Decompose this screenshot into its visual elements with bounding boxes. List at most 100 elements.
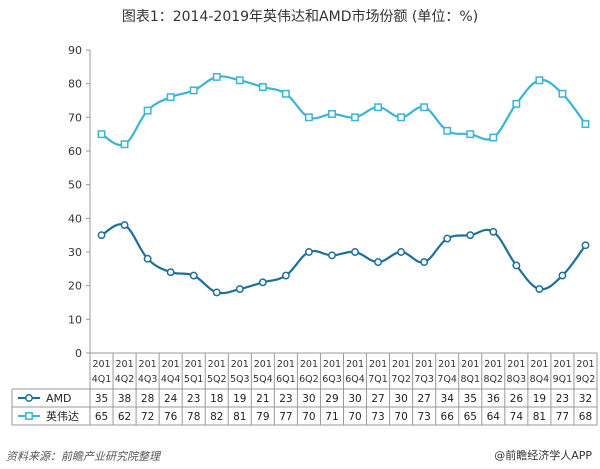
x-category-label: 201 bbox=[185, 359, 203, 370]
data-point bbox=[281, 271, 290, 280]
data-point bbox=[304, 248, 313, 256]
x-category-label: 9Q1 bbox=[553, 374, 573, 385]
legend-label: 英伟达 bbox=[46, 409, 79, 423]
brand-note: @前瞻经济学人APP bbox=[494, 449, 592, 462]
table-value-cell: 81 bbox=[233, 411, 246, 423]
data-point bbox=[212, 288, 221, 297]
table-value-cell: 26 bbox=[510, 393, 524, 405]
data-point bbox=[143, 106, 152, 115]
y-tick-label: 50 bbox=[68, 179, 82, 192]
x-category-label: 201 bbox=[277, 359, 295, 370]
data-point bbox=[420, 103, 429, 112]
x-category-label: 201 bbox=[530, 359, 548, 370]
table-value-cell: 76 bbox=[164, 411, 178, 423]
table-value-cell: 23 bbox=[556, 393, 569, 405]
table-value-cell: 78 bbox=[187, 411, 200, 423]
y-tick-label: 40 bbox=[68, 212, 82, 225]
axes: 0 10 20 30 40 50 60 70 80 90 bbox=[68, 44, 597, 360]
data-point bbox=[258, 83, 267, 91]
data-point bbox=[443, 234, 452, 243]
legend-key-marker bbox=[25, 412, 33, 420]
table-value-cell: 81 bbox=[533, 411, 546, 423]
table-value-cell: 79 bbox=[256, 411, 269, 423]
y-tick-label: 30 bbox=[68, 246, 82, 259]
data-point bbox=[420, 258, 429, 267]
y-tick-label: 20 bbox=[68, 280, 82, 293]
table-value-cell: 66 bbox=[441, 411, 455, 423]
data-point bbox=[351, 113, 359, 122]
table-value-cell: 27 bbox=[417, 393, 430, 405]
x-category-label: 8Q4 bbox=[530, 374, 550, 385]
y-tick-label: 90 bbox=[68, 44, 82, 57]
table-value-cell: 77 bbox=[556, 411, 569, 423]
x-category-label: 8Q2 bbox=[484, 374, 504, 385]
table-value-cell: 30 bbox=[394, 393, 407, 405]
x-category-label: 7Q1 bbox=[368, 374, 388, 385]
table-value-cell: 65 bbox=[464, 411, 477, 423]
data-point bbox=[489, 227, 498, 236]
data-point bbox=[535, 285, 544, 293]
data-point bbox=[281, 89, 290, 98]
x-category-label: 201 bbox=[254, 359, 272, 370]
x-category-label: 201 bbox=[231, 359, 249, 370]
table-value-cell: 35 bbox=[464, 393, 477, 405]
x-category-label: 201 bbox=[576, 359, 594, 370]
x-category-label: 201 bbox=[300, 359, 318, 370]
x-category-label: 6Q2 bbox=[299, 374, 319, 385]
source-note: 资料来源：前瞻产业研究院整理 bbox=[6, 450, 160, 463]
table-value-cell: 19 bbox=[233, 393, 246, 405]
x-category-label: 201 bbox=[92, 359, 110, 370]
table-value-cell: 18 bbox=[210, 393, 223, 405]
table-value-cell: 30 bbox=[348, 393, 361, 405]
data-point bbox=[328, 110, 336, 118]
series-line-nvidia bbox=[100, 75, 587, 147]
table-value-cell: 24 bbox=[164, 393, 178, 405]
x-category-label: 4Q3 bbox=[138, 374, 158, 385]
x-category-label: 201 bbox=[415, 359, 433, 370]
y-tick-label: 70 bbox=[68, 111, 82, 124]
data-point bbox=[535, 76, 544, 85]
data-point bbox=[466, 130, 475, 139]
data-point bbox=[558, 89, 567, 98]
data-point bbox=[397, 248, 406, 256]
x-category-label: 5Q1 bbox=[184, 374, 204, 385]
data-point bbox=[581, 241, 590, 250]
table-value-cell: 27 bbox=[371, 393, 384, 405]
x-category-label: 201 bbox=[507, 359, 525, 370]
x-category-label: 8Q1 bbox=[460, 374, 480, 385]
legend-label: AMD bbox=[46, 392, 72, 405]
data-point bbox=[558, 271, 567, 280]
x-category-label: 201 bbox=[438, 359, 456, 370]
data-point bbox=[328, 251, 336, 260]
data-point bbox=[97, 130, 106, 139]
table-value-cell: 70 bbox=[394, 411, 407, 423]
data-point bbox=[120, 221, 129, 230]
data-table: 2014Q12014Q22014Q32014Q42015Q12015Q22015… bbox=[11, 353, 598, 426]
data-point bbox=[489, 133, 498, 142]
table-value-cell: 65 bbox=[95, 411, 108, 423]
x-category-label: 201 bbox=[484, 359, 502, 370]
table-value-cell: 19 bbox=[533, 393, 546, 405]
data-point bbox=[512, 261, 521, 270]
data-point bbox=[304, 113, 313, 122]
x-category-label: 201 bbox=[346, 359, 364, 370]
x-category-label: 201 bbox=[323, 359, 341, 370]
data-point bbox=[443, 126, 452, 135]
data-point bbox=[351, 248, 359, 256]
series-line-amd bbox=[100, 223, 587, 295]
data-point bbox=[466, 231, 475, 240]
x-category-label: 201 bbox=[392, 359, 410, 370]
x-category-label: 9Q2 bbox=[576, 374, 596, 385]
data-point bbox=[235, 76, 244, 85]
data-point bbox=[97, 231, 106, 240]
x-category-label: 4Q2 bbox=[115, 374, 135, 385]
x-category-label: 201 bbox=[553, 359, 571, 370]
data-point bbox=[374, 103, 383, 112]
x-category-label: 7Q4 bbox=[437, 374, 457, 385]
data-point bbox=[397, 113, 406, 122]
table-value-cell: 62 bbox=[118, 411, 131, 423]
data-point bbox=[166, 268, 175, 277]
x-category-label: 5Q3 bbox=[230, 374, 250, 385]
x-category-label: 201 bbox=[115, 359, 133, 370]
